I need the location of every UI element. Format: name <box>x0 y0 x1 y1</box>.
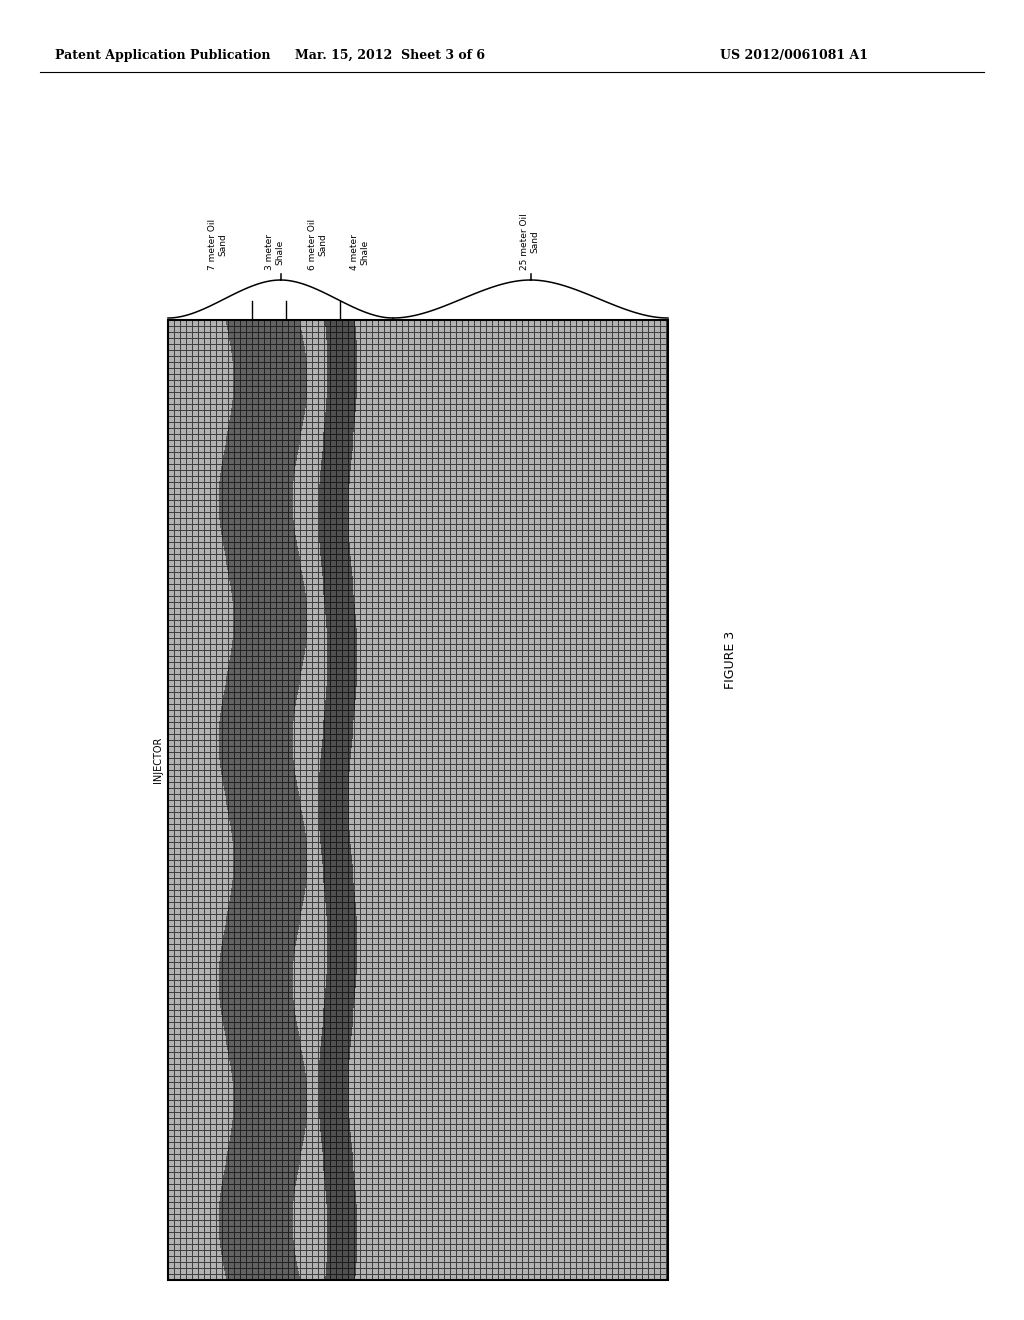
Text: 6 meter Oil
Sand: 6 meter Oil Sand <box>308 219 328 271</box>
Bar <box>168 319 668 1280</box>
Text: Mar. 15, 2012  Sheet 3 of 6: Mar. 15, 2012 Sheet 3 of 6 <box>295 49 485 62</box>
Text: US 2012/0061081 A1: US 2012/0061081 A1 <box>720 49 868 62</box>
Text: 3 meter
Shale: 3 meter Shale <box>265 234 285 271</box>
Text: FIGURE 3: FIGURE 3 <box>724 631 736 689</box>
Text: 7 meter Oil
Sand: 7 meter Oil Sand <box>208 219 227 271</box>
Text: INJECTOR: INJECTOR <box>153 737 163 783</box>
Text: 25 meter Oil
Sand: 25 meter Oil Sand <box>520 214 540 271</box>
Text: 4 meter
Shale: 4 meter Shale <box>350 234 370 271</box>
Text: Patent Application Publication: Patent Application Publication <box>55 49 270 62</box>
